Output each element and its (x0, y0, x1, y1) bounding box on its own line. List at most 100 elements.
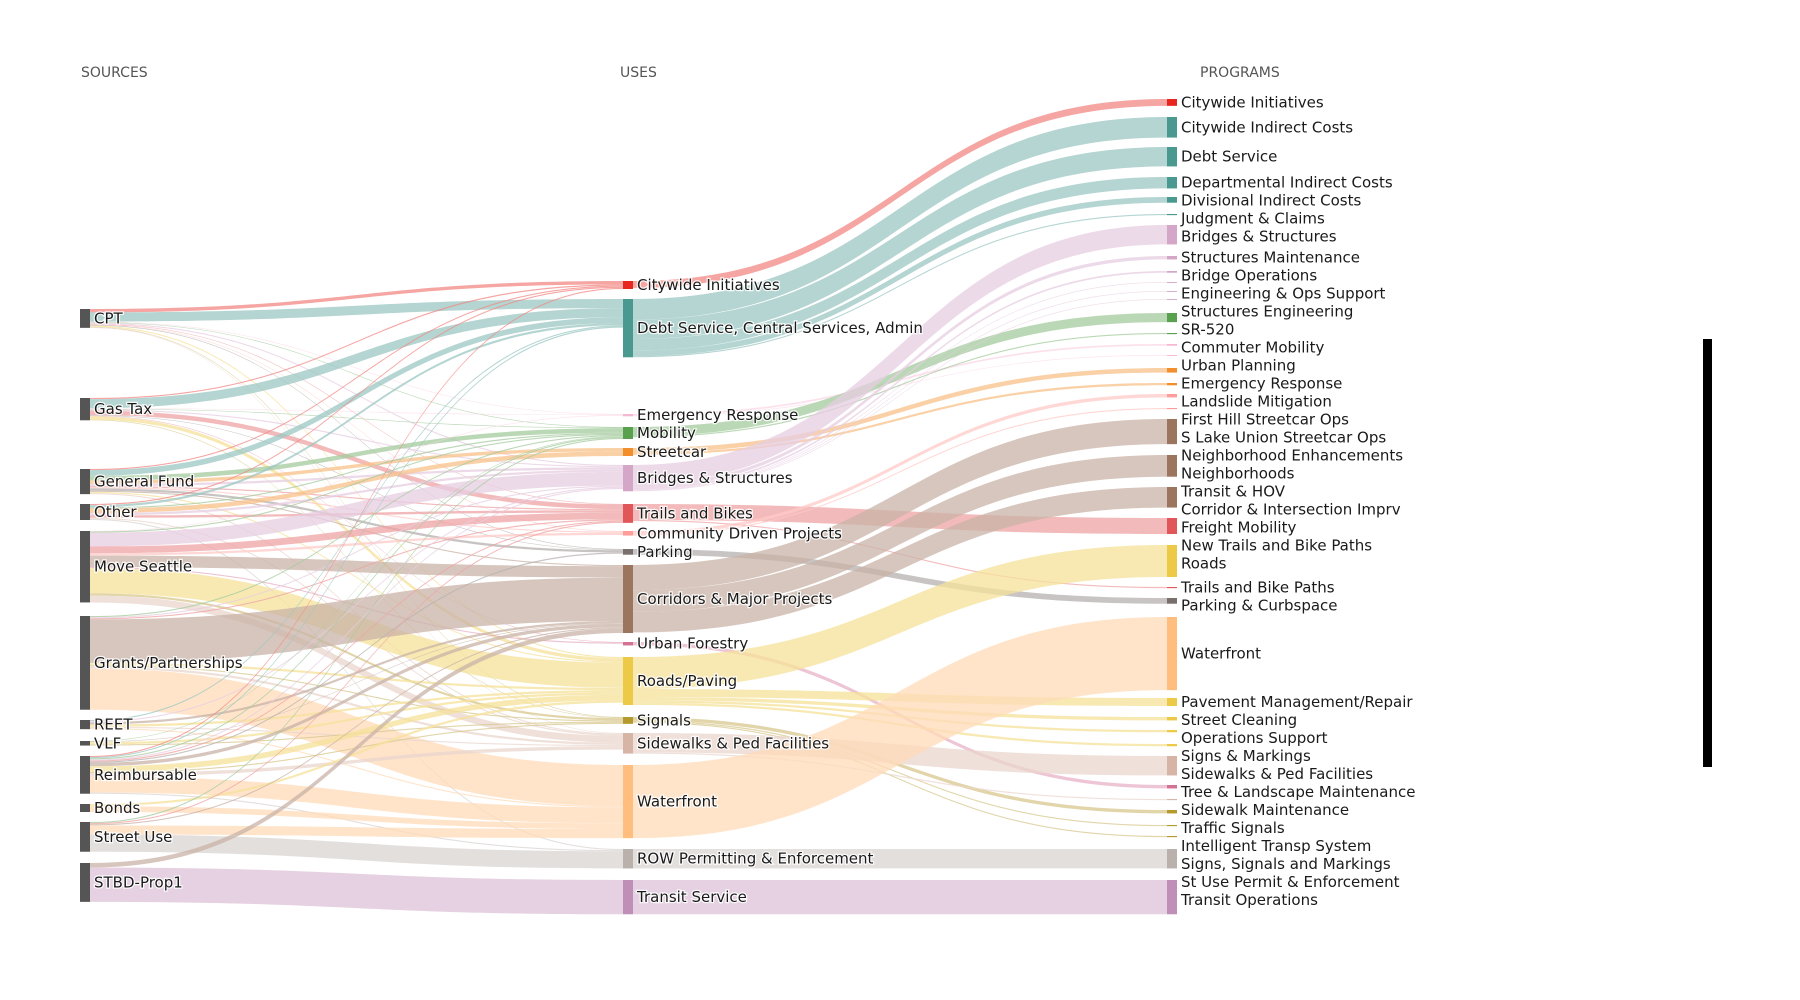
flow-link[interactable] (90, 746, 623, 777)
node-bar[interactable] (1167, 99, 1177, 106)
node-bar[interactable] (1167, 744, 1177, 747)
flow-link[interactable] (633, 177, 1167, 351)
flow-link[interactable] (90, 666, 623, 746)
flow-link[interactable] (90, 299, 623, 322)
node-bar[interactable] (1167, 455, 1177, 477)
node-programs[interactable]: Divisional Indirect Costs (1167, 190, 1363, 211)
flow-link[interactable] (90, 491, 623, 663)
node-bar[interactable] (623, 733, 633, 754)
flow-link[interactable] (90, 436, 623, 760)
flow-link[interactable] (633, 752, 1167, 801)
node-bar[interactable] (623, 849, 633, 869)
node-uses[interactable]: Corridors & Major Projects (623, 565, 834, 634)
flow-link[interactable] (90, 435, 623, 618)
node-bar[interactable] (1167, 810, 1177, 814)
node-bar[interactable] (1167, 730, 1177, 733)
flow-link[interactable] (90, 486, 623, 511)
node-bar[interactable] (1167, 394, 1177, 398)
flow-link[interactable] (90, 317, 623, 476)
flow-link[interactable] (90, 519, 623, 620)
flow-link[interactable] (90, 690, 623, 727)
node-bar[interactable] (80, 309, 90, 328)
node-programs[interactable]: Roads (1167, 545, 1228, 578)
node-bar[interactable] (1167, 368, 1177, 373)
flow-link[interactable] (633, 721, 1167, 838)
node-bar[interactable] (1167, 836, 1177, 838)
flow-link[interactable] (90, 437, 623, 824)
flow-link[interactable] (633, 408, 1167, 536)
flow-link[interactable] (90, 410, 623, 510)
flow-link[interactable] (90, 728, 623, 808)
flow-link[interactable] (90, 825, 623, 839)
node-sources[interactable]: Other (80, 502, 139, 522)
node-programs[interactable]: Trails and Bike Paths (1167, 577, 1336, 598)
flow-link[interactable] (90, 415, 623, 643)
node-uses[interactable]: Debt Service, Central Services, Admin (623, 299, 924, 358)
flow-link[interactable] (633, 99, 1167, 288)
node-bar[interactable] (623, 549, 633, 555)
flow-link[interactable] (90, 408, 623, 416)
node-programs[interactable]: First Hill Streetcar Ops (1167, 368, 1350, 430)
flow-link[interactable] (633, 117, 1167, 320)
node-programs[interactable]: Citywide Initiatives (1167, 92, 1325, 113)
node-bar[interactable] (1167, 419, 1177, 445)
flow-link[interactable] (90, 416, 623, 662)
node-bar[interactable] (623, 504, 633, 523)
flow-link[interactable] (90, 520, 623, 762)
flow-link[interactable] (633, 880, 1167, 915)
flow-link[interactable] (90, 448, 623, 484)
node-bar[interactable] (623, 465, 633, 492)
node-bar[interactable] (1167, 282, 1177, 283)
node-programs[interactable]: Structures Maintenance (1167, 247, 1361, 268)
node-programs[interactable]: Debt Service (1167, 146, 1279, 167)
node-bar[interactable] (80, 469, 90, 495)
node-bar[interactable] (1167, 333, 1177, 335)
node-programs[interactable]: Engineering & Ops Support (1167, 282, 1387, 304)
flow-link[interactable] (90, 325, 623, 550)
node-bar[interactable] (623, 427, 633, 440)
node-bar[interactable] (1167, 587, 1177, 589)
node-programs[interactable]: Emergency Response (1167, 344, 1344, 394)
flow-link[interactable] (633, 313, 1167, 437)
flow-link[interactable] (90, 700, 623, 807)
node-bar[interactable] (623, 299, 633, 358)
node-bar[interactable] (80, 756, 90, 794)
flow-link[interactable] (90, 486, 623, 723)
node-uses[interactable]: Sidewalks & Ped Facilities (623, 733, 831, 754)
flow-link[interactable] (90, 284, 623, 400)
flow-link[interactable] (90, 436, 623, 742)
flow-link[interactable] (90, 490, 623, 567)
node-bar[interactable] (623, 448, 633, 457)
node-bar[interactable] (623, 657, 633, 706)
flow-link[interactable] (90, 428, 623, 481)
node-bar[interactable] (623, 414, 633, 417)
flow-link[interactable] (633, 419, 1167, 591)
node-uses[interactable]: Mobility (623, 423, 697, 443)
flow-link[interactable] (90, 726, 623, 747)
flow-link[interactable] (633, 455, 1167, 612)
node-programs[interactable]: Structures Engineering (1167, 291, 1355, 322)
flow-link[interactable] (633, 256, 1167, 488)
flow-link[interactable] (90, 867, 623, 915)
flow-link[interactable] (633, 394, 1167, 535)
node-uses[interactable]: Roads/Paving (623, 657, 738, 706)
flow-link[interactable] (633, 333, 1167, 438)
node-programs[interactable]: Landslide Mitigation (1167, 355, 1333, 412)
node-uses[interactable]: Emergency Response (623, 405, 800, 425)
node-bar[interactable] (1167, 256, 1177, 260)
node-programs[interactable]: Neighborhoods (1167, 408, 1296, 484)
flow-link[interactable] (633, 545, 1167, 690)
node-programs[interactable]: St Use Permit & Enforcement (1167, 849, 1401, 892)
node-bar[interactable] (1167, 756, 1177, 776)
node-bar[interactable] (1167, 197, 1177, 203)
flow-link[interactable] (90, 432, 623, 509)
node-uses[interactable]: ROW Permitting & Enforcement (623, 848, 875, 869)
node-bar[interactable] (1167, 117, 1177, 138)
node-bar[interactable] (1167, 799, 1177, 801)
node-bar[interactable] (1167, 825, 1177, 827)
node-bar[interactable] (80, 822, 90, 852)
node-bar[interactable] (1167, 408, 1177, 410)
node-bar[interactable] (80, 804, 90, 813)
node-programs[interactable]: S Lake Union Streetcar Ops (1167, 383, 1388, 448)
node-bar[interactable] (80, 741, 90, 746)
